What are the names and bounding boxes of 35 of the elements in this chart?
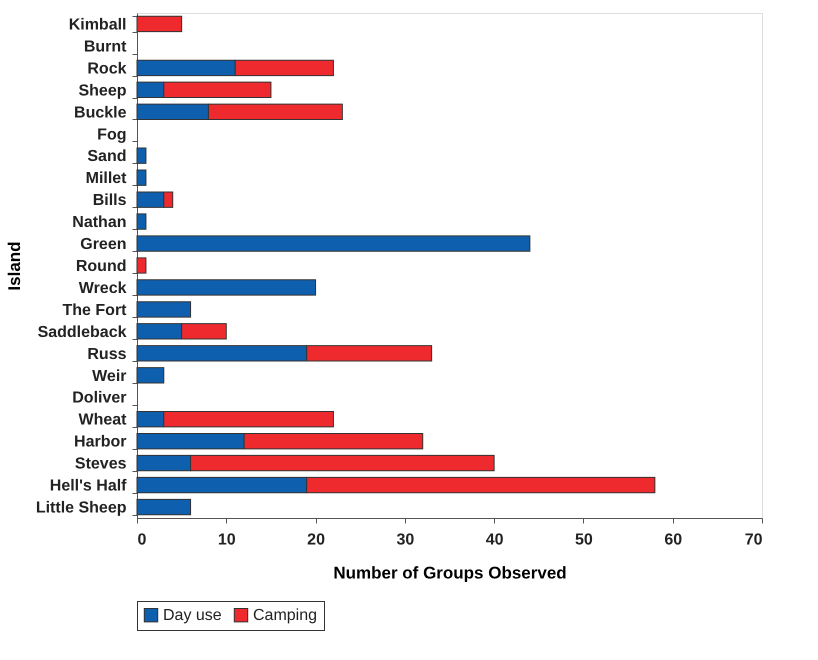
- x-axis-title: Number of Groups Observed: [333, 564, 567, 582]
- x-tick-label: 0: [138, 532, 146, 548]
- y-tick-label: Wheat: [78, 412, 128, 429]
- y-tick-label: Millet: [86, 170, 128, 188]
- y-tick-label: Rock: [87, 60, 127, 78]
- x-tick-label: 10: [218, 532, 236, 548]
- legend-label: Camping: [253, 607, 318, 624]
- y-tick-label: Nathan: [72, 214, 126, 232]
- y-tick-label: Doliver: [72, 390, 126, 407]
- legend-label: Day use: [163, 607, 222, 624]
- x-tick-label: 20: [307, 532, 326, 548]
- y-tick-label: The Fort: [62, 302, 128, 319]
- x-tick-label: 40: [486, 532, 504, 548]
- y-tick-label: Sheep: [78, 82, 127, 100]
- y-axis-title: Island: [4, 241, 24, 291]
- y-tick-label: Weir: [92, 368, 126, 385]
- y-tick-label: Sand: [87, 148, 126, 166]
- x-tick-label: 60: [664, 532, 682, 548]
- y-tick-label: Buckle: [74, 104, 127, 122]
- y-tick-label: Round: [76, 258, 126, 275]
- x-tick-label: 50: [575, 532, 593, 548]
- y-tick-label: Wreck: [78, 280, 127, 297]
- y-tick-label: Hell's Half: [50, 478, 128, 495]
- y-tick-label: Green: [80, 236, 126, 254]
- y-tick-label: Saddleback: [38, 324, 127, 341]
- y-tick-label: Harbor: [74, 434, 126, 451]
- y-tick-label: Little Sheep: [36, 500, 127, 517]
- y-tick-label: Bills: [92, 192, 127, 210]
- y-tick-label: Russ: [87, 346, 127, 363]
- x-tick-label: 30: [396, 532, 414, 548]
- y-tick-label: Steves: [74, 456, 127, 473]
- y-tick-label: Fog: [97, 126, 126, 144]
- x-tick-label: 70: [744, 532, 763, 548]
- y-tick-label: Kimball: [68, 16, 126, 34]
- y-tick-label: Burnt: [84, 38, 128, 56]
